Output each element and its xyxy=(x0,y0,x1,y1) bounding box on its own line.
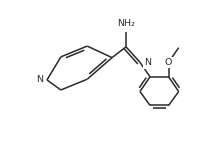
Text: O: O xyxy=(165,58,172,67)
Text: N: N xyxy=(144,58,151,67)
Text: N: N xyxy=(36,75,43,84)
Text: NH₂: NH₂ xyxy=(117,19,135,28)
